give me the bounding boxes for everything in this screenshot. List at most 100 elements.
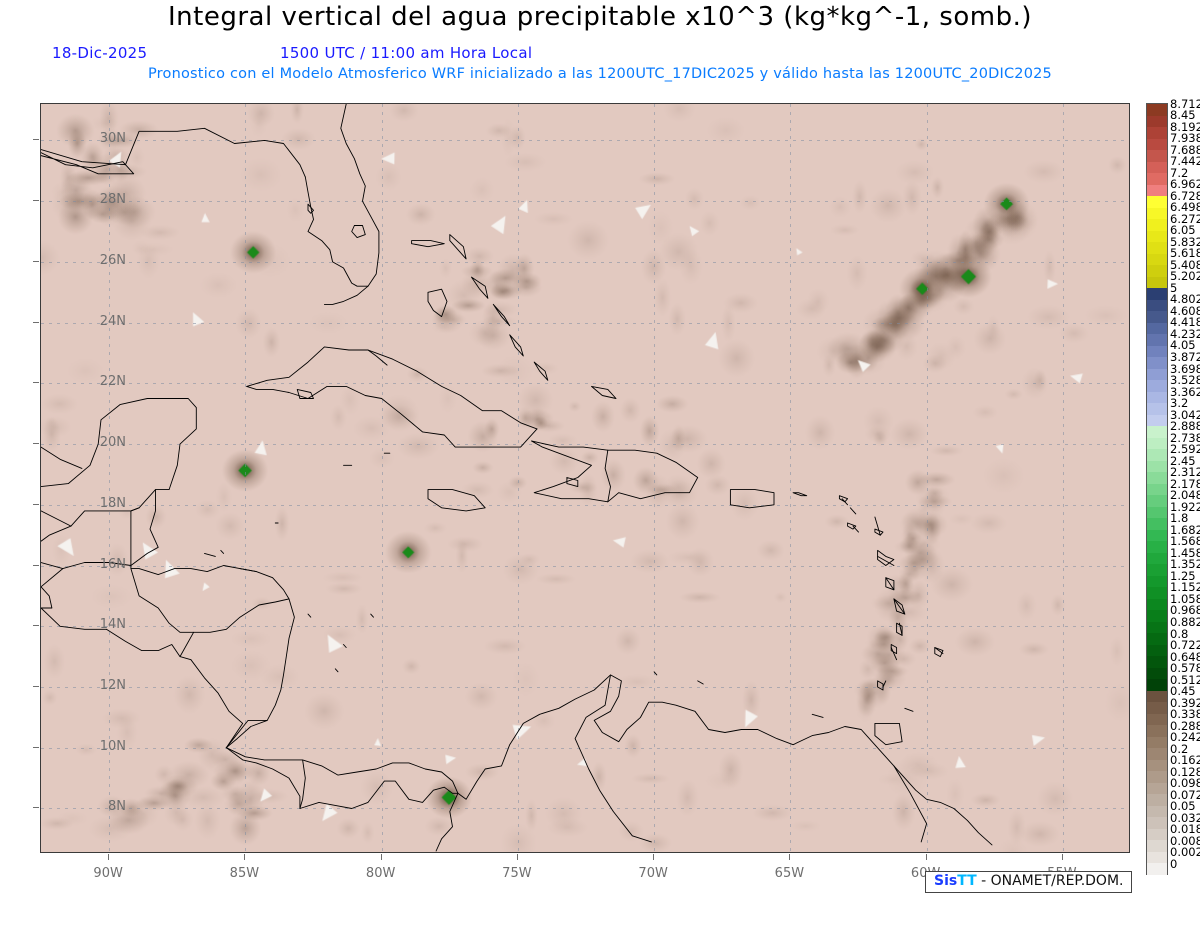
colorbar-label: 0.008 [1170, 833, 1200, 848]
colorbar-swatch [1147, 541, 1167, 553]
x-axis-tick [516, 854, 518, 860]
coastline-san-andres [334, 668, 339, 673]
coastline-colombia-pac [435, 792, 459, 852]
colorbar-swatch [1147, 552, 1167, 564]
colorbar-label: 3.362 [1170, 384, 1200, 399]
gridline-horizontal [41, 444, 1129, 446]
coastline-costa-panama-carib [225, 747, 459, 794]
colorbar-swatch [1147, 851, 1167, 863]
y-axis-tick [33, 685, 39, 687]
coastline-cuba-detail [367, 349, 388, 366]
coastline-honduras-coast2 [239, 568, 257, 573]
colorbar-label: 4.232 [1170, 326, 1200, 341]
colorbar-label: 1.568 [1170, 534, 1200, 549]
colorbar-swatch [1147, 161, 1167, 173]
coastline-lesser-antilles-6 [885, 577, 895, 591]
colorbar-label: 5.408 [1170, 257, 1200, 272]
colorbar-label: 0.968 [1170, 603, 1200, 618]
coastline-guanaja [220, 549, 225, 554]
colorbar-label: 3.2 [1170, 396, 1189, 411]
map-plot-area[interactable] [40, 103, 1130, 853]
y-axis-tick [33, 625, 39, 627]
colorbar-label: 0.2 [1170, 741, 1189, 756]
gridline-horizontal [41, 201, 1129, 203]
forecast-time: 1500 UTC / 11:00 am Hora Local [280, 44, 533, 62]
colorbar-label: 0.578 [1170, 661, 1200, 676]
colorbar-label: 2.738 [1170, 430, 1200, 445]
coastline-virgin-islands [792, 492, 808, 497]
colorbar-label: 5.202 [1170, 269, 1200, 284]
coastline-mexico-yucatan [41, 398, 197, 542]
colorbar-swatch [1147, 828, 1167, 840]
coastline-hisp-border [604, 449, 611, 503]
gridline-horizontal [41, 140, 1129, 142]
colorbar-label: 0.648 [1170, 649, 1200, 664]
coastline-roatan [204, 552, 216, 557]
y-axis-tick-label: 24N [99, 313, 126, 329]
colorbar-swatch [1147, 633, 1167, 645]
colorbar-label: 7.442 [1170, 154, 1200, 169]
colorbar-label: 1.8 [1170, 511, 1189, 526]
colorbar-swatch [1147, 173, 1167, 185]
gridline-horizontal [41, 747, 1129, 749]
gridline-horizontal [41, 383, 1129, 385]
colorbar-swatch [1147, 495, 1167, 507]
coastline-lesser-antilles-10 [882, 680, 887, 688]
y-axis-tick-label: 12N [99, 677, 126, 693]
coastline-nicaragua-pac [190, 659, 244, 749]
colorbar[interactable]: 8.712 8.45 8.192 7.938 7.688 7.442 7.2 6.962 6.7… [1146, 98, 1200, 875]
y-axis-tick [33, 200, 39, 202]
y-axis-tick [33, 807, 39, 809]
coastline-colombia-coast [457, 674, 993, 846]
logo-tt-text: TT [957, 873, 977, 889]
colorbar-swatch [1147, 713, 1167, 725]
colorbar-swatch [1147, 242, 1167, 254]
coastline-texas-la-coast [41, 127, 306, 178]
page-title: Integral vertical del agua precipitable … [168, 2, 1032, 32]
coastline-barbados-shape [934, 647, 944, 658]
colorbar-label: 2.592 [1170, 442, 1200, 457]
colorbar-label: 5 [1170, 280, 1178, 295]
colorbar-label: 5.832 [1170, 234, 1200, 249]
coastline-martinique-shape [893, 598, 906, 615]
colorbar-label: 3.872 [1170, 349, 1200, 364]
coastline-florida-east [340, 104, 380, 287]
coastline-bonaire [697, 680, 704, 685]
x-axis-tick-label: 80W [365, 866, 396, 881]
coastline-anguilla-shape [838, 495, 849, 503]
x-axis-tick [789, 854, 791, 860]
colorbar-swatch [1147, 426, 1167, 438]
forecast-date: 18-Dic-2025 [52, 44, 148, 62]
coastline-venezuela-inland [574, 674, 652, 843]
colorbar-swatch [1147, 460, 1167, 472]
colorbar-label: 0.8 [1170, 626, 1189, 641]
coastline-bahamas-eleuthera [471, 276, 489, 299]
y-axis-tick-label: 8N [108, 799, 126, 815]
y-axis-tick-label: 18N [99, 495, 126, 511]
gridline-horizontal [41, 565, 1129, 567]
colorbar-swatch [1147, 380, 1167, 392]
y-axis-tick [33, 746, 39, 748]
colorbar-swatch [1147, 564, 1167, 576]
colorbar-label: 3.042 [1170, 407, 1200, 422]
gridline-horizontal [41, 626, 1129, 628]
gridline-vertical [790, 104, 792, 852]
colorbar-swatch [1147, 598, 1167, 610]
colorbar-swatch [1147, 805, 1167, 817]
colorbar-label: 1.352 [1170, 557, 1200, 572]
colorbar-swatch [1147, 771, 1167, 783]
colorbar-swatch [1147, 115, 1167, 127]
x-axis-tick [108, 854, 110, 860]
colorbar-label: 0.722 [1170, 638, 1200, 653]
x-axis-tick [380, 854, 382, 860]
coastline-stlucia-shape [896, 622, 903, 636]
gridline-vertical [1062, 104, 1064, 852]
colorbar-label: 5.618 [1170, 246, 1200, 261]
colorbar-swatch [1147, 265, 1167, 277]
x-axis-tick-label: 70W [638, 866, 668, 881]
coastline-costarica-pac [225, 747, 301, 809]
coastline-guat-mex-border [41, 562, 64, 570]
colorbar-label: 6.728 [1170, 188, 1200, 203]
colorbar-label: 4.802 [1170, 292, 1200, 307]
colorbar-swatch [1147, 863, 1167, 875]
